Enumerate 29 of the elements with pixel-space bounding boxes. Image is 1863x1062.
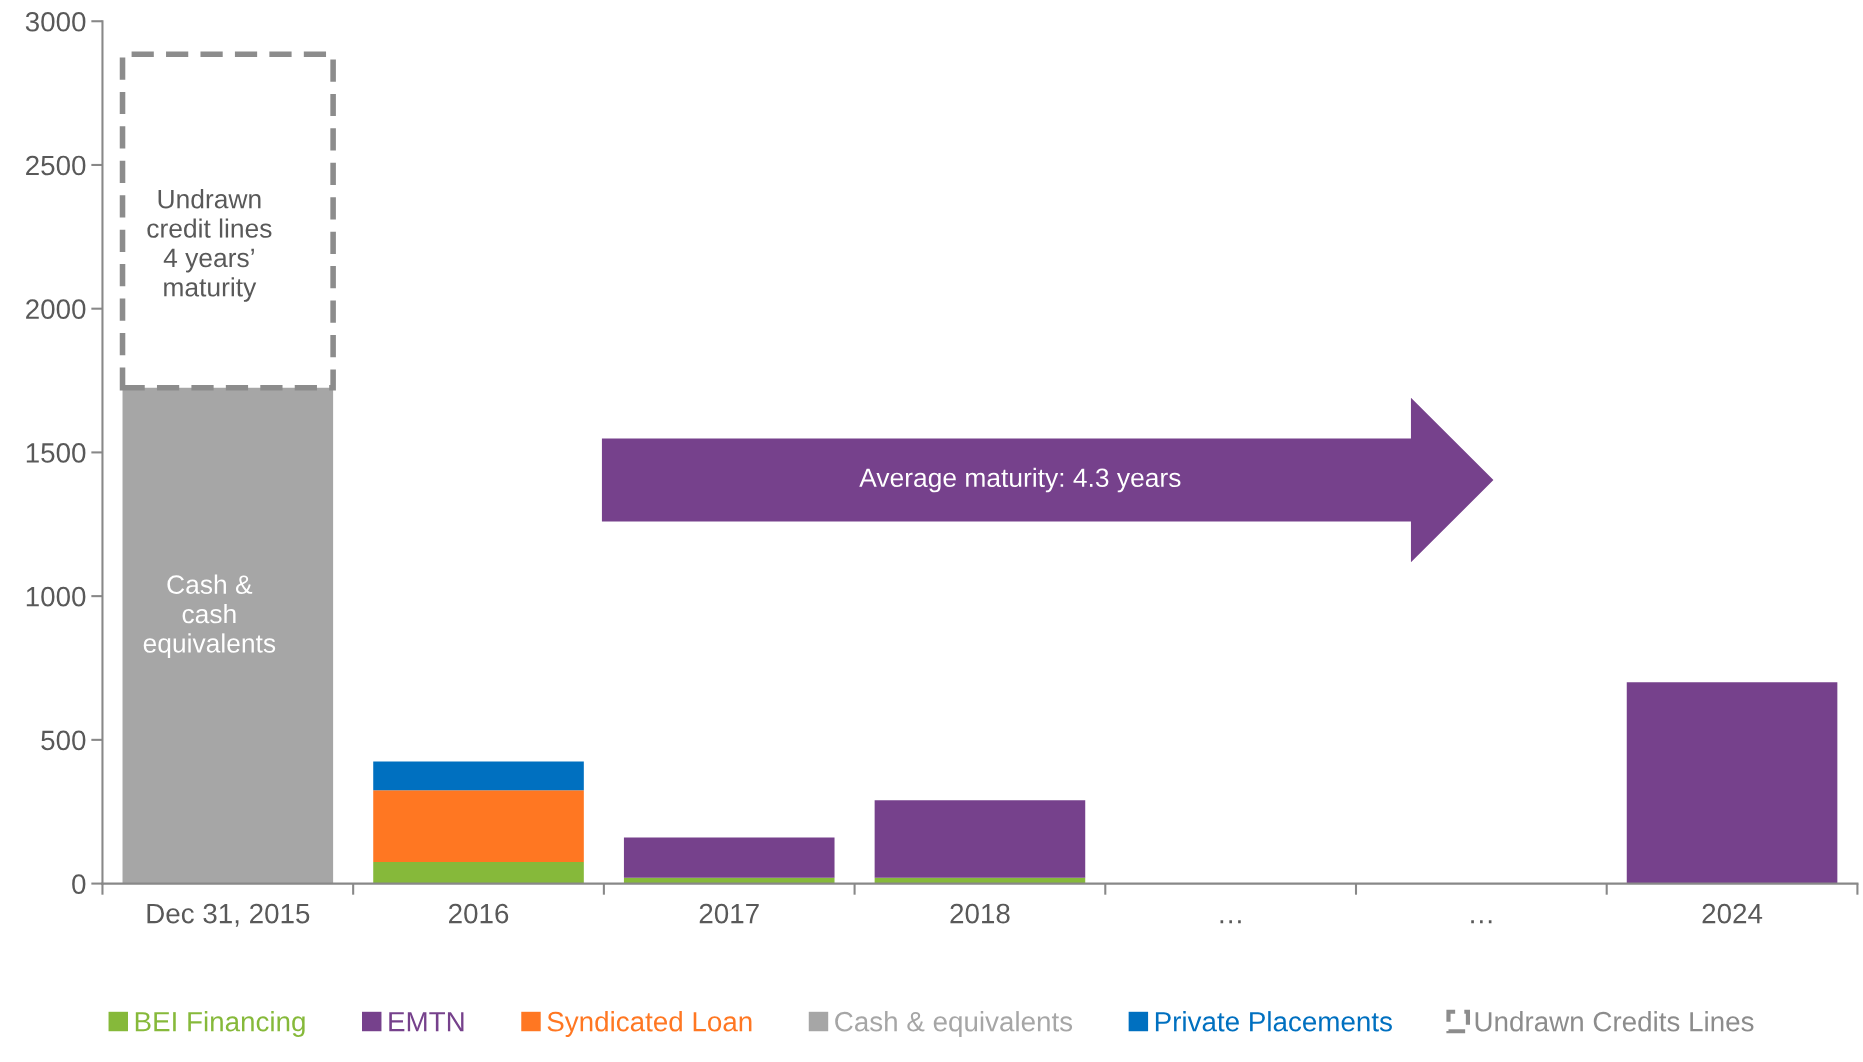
legend-label: Syndicated Loan [547,1011,752,1037]
bar [874,800,1086,878]
x-tick-label: 2024 [1702,903,1763,924]
bar [623,837,835,878]
annotation: Undrawn credit lines 4 years’ maturity [147,189,272,302]
annotation: Average maturity: 4.3 years [859,467,1181,493]
bar [373,790,584,863]
x-tick-label: … [1220,920,1241,924]
y-tick-label: 2000 [26,299,86,320]
y-tick-label: 0 [72,874,86,894]
x-tick-label: … [1471,920,1492,924]
y-tick-label: 500 [41,730,86,751]
x-tick-label: Dec 31, 2015 [147,903,310,927]
y-tick-label: 1000 [26,586,86,607]
y-tick-label: 2500 [26,155,86,176]
x-tick-label: 2018 [950,903,1010,924]
x-tick-label: 2016 [449,903,509,924]
bar [373,862,584,884]
legend-label: EMTN [389,1012,464,1032]
bar [373,761,584,791]
legend-label: BEI Financing [135,1011,305,1037]
legend-label: Private Placements [1155,1011,1392,1032]
legend-label: Cash & equivalents [835,1011,1073,1037]
x-tick-label: 2017 [699,903,759,924]
annotation: Cash & cash equivalents [143,574,276,658]
y-tick-label: 3000 [25,11,86,32]
y-tick-label: 1500 [26,443,86,463]
legend-label: Undrawn Credits Lines [1475,1011,1754,1032]
bar [1626,682,1838,884]
